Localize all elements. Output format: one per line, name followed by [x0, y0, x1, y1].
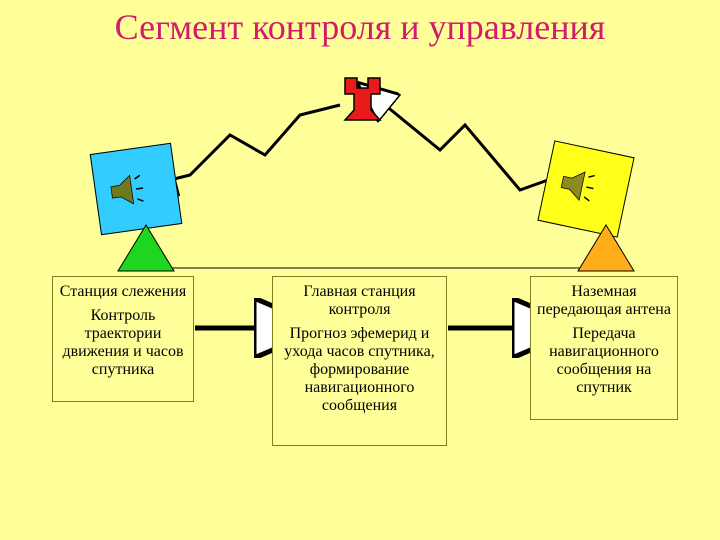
box-right-body: Передача навигационного сообщения на спу…: [549, 325, 659, 396]
box-left-title: Станция слежения: [57, 283, 189, 301]
box-mid-body: Прогноз эфемерид и ухода часов спутника,…: [284, 325, 434, 414]
zigzag-right: [385, 105, 548, 190]
box-right-title: Наземная передающая антена: [535, 283, 673, 319]
box-tracking-station: Станция слежения Контроль траектории дви…: [52, 276, 194, 402]
zigzag-left: [170, 105, 340, 180]
box-master-control: Главная станция контроля Прогноз эфемери…: [272, 276, 447, 446]
tracking-station-icon: [90, 143, 183, 236]
uplink-antenna-base: [578, 225, 634, 271]
box-uplink-antenna: Наземная передающая антена Передача нави…: [530, 276, 678, 420]
uplink-antenna-icon: [537, 140, 634, 237]
box-left-body: Контроль траектории движения и часов спу…: [62, 307, 183, 378]
box-mid-title: Главная станция контроля: [277, 283, 442, 319]
satellite-icon: [335, 70, 390, 125]
